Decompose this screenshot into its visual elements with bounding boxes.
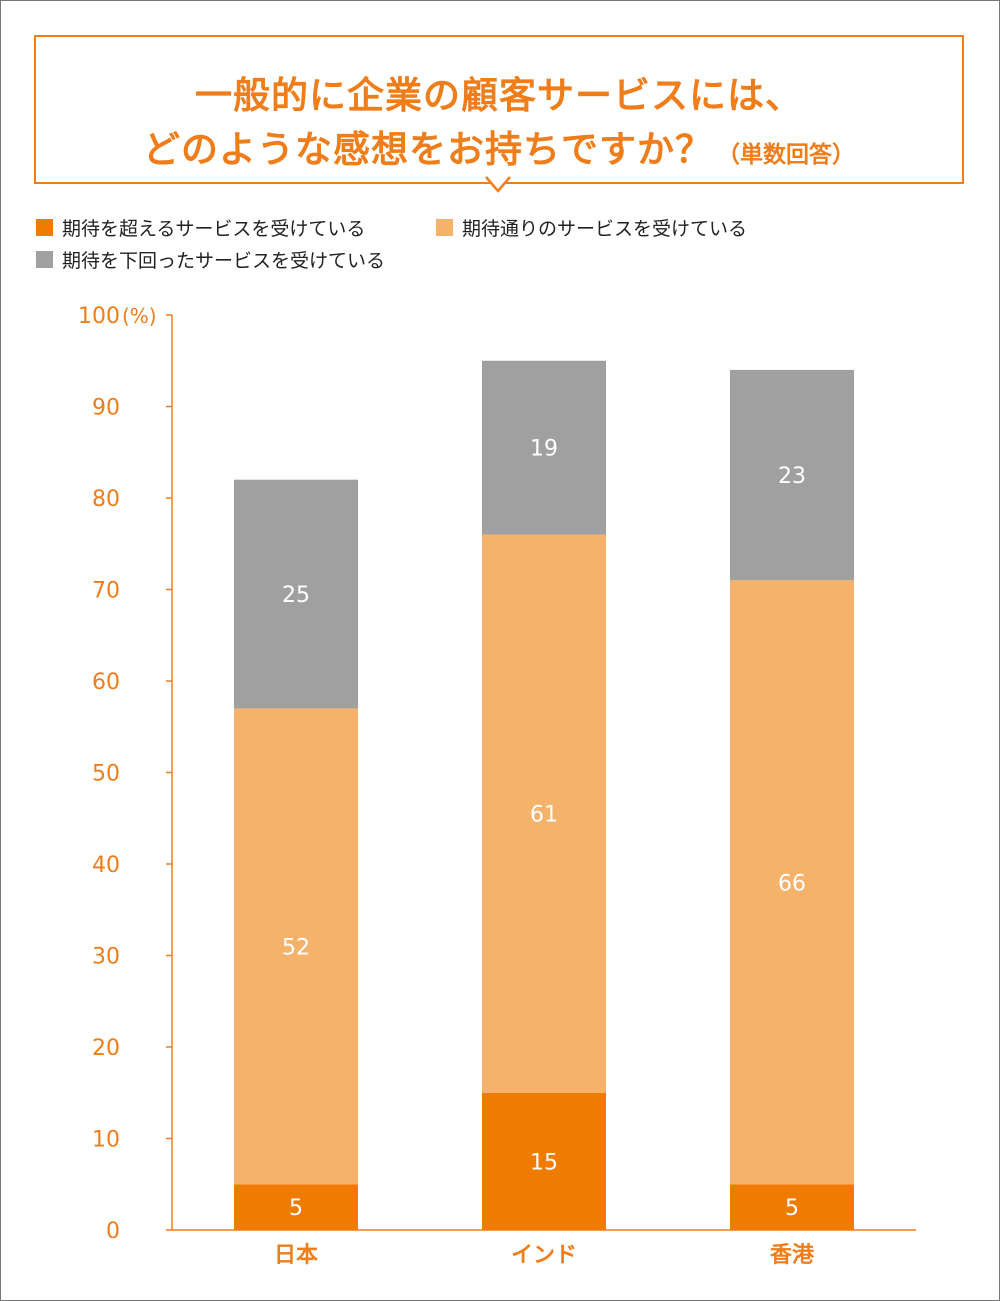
legend-item-below: 期待を下回ったサービスを受けている	[36, 246, 385, 273]
y-tick-label-80: 80	[92, 487, 120, 512]
legend-item-exceed: 期待を超えるサービスを受けている	[36, 214, 365, 241]
callout-tail-shape	[485, 176, 511, 193]
legend-label-below: 期待を下回ったサービスを受けている	[62, 250, 386, 272]
bar-2-below	[730, 369, 854, 581]
bar-value-label-1-below: 19	[530, 437, 558, 462]
bar-0-below	[234, 479, 358, 709]
x-category-label-0: 日本	[274, 1243, 318, 1268]
x-category-label-2: 香港	[770, 1243, 815, 1268]
bar-value-label-2-below: 23	[778, 464, 806, 489]
y-unit-label: (%)	[122, 304, 157, 328]
bar-value-label-2-meet: 66	[778, 871, 806, 896]
bar-value-label-1-meet: 61	[530, 803, 558, 828]
y-tick-label-30: 30	[92, 945, 120, 970]
bar-2-meet	[730, 580, 854, 1185]
bar-value-label-2-exceed: 5	[785, 1196, 799, 1221]
bar-0-meet	[234, 708, 358, 1185]
legend-label-exceed: 期待を超えるサービスを受けている	[62, 218, 366, 240]
legend-swatch-meet	[436, 219, 453, 236]
bar-1-exceed	[482, 1092, 606, 1230]
chart-title-line2: どのような感想をお持ちですか？ （単数回答）	[36, 119, 962, 173]
bar-value-label-0-exceed: 5	[289, 1196, 303, 1221]
bar-value-label-0-below: 25	[282, 583, 310, 608]
legend-swatch-below	[36, 251, 53, 268]
bar-value-label-1-exceed: 15	[530, 1150, 558, 1175]
legend-label-meet: 期待通りのサービスを受けている	[462, 218, 748, 240]
y-tick-label-70: 70	[92, 579, 120, 604]
bar-2-exceed	[730, 1184, 854, 1230]
legend-swatch-exceed	[36, 219, 53, 236]
y-tick-label-20: 20	[92, 1036, 120, 1061]
y-tick-label-40: 40	[92, 853, 120, 878]
chart-title-line1: 一般的に企業の顧客サービスには、	[195, 74, 803, 117]
bar-1-meet	[482, 534, 606, 1093]
y-tick-label-10: 10	[92, 1128, 120, 1153]
y-tick-label-90: 90	[92, 396, 120, 421]
x-category-label-1: インド	[511, 1243, 577, 1268]
y-tick-label-60: 60	[92, 670, 120, 695]
y-tick-label-50: 50	[92, 762, 120, 787]
y-tick-label-0: 0	[106, 1219, 120, 1244]
bar-1-below	[482, 360, 606, 535]
bar-value-label-0-meet: 52	[282, 935, 310, 960]
chart-title-note: （単数回答）	[717, 142, 855, 168]
bar-0-exceed	[234, 1184, 358, 1230]
y-tick-label-100: 100	[78, 304, 120, 329]
chart-title-line2-text: どのような感想をお持ちですか？	[143, 128, 713, 171]
legend-item-meet: 期待通りのサービスを受けている	[436, 214, 747, 241]
